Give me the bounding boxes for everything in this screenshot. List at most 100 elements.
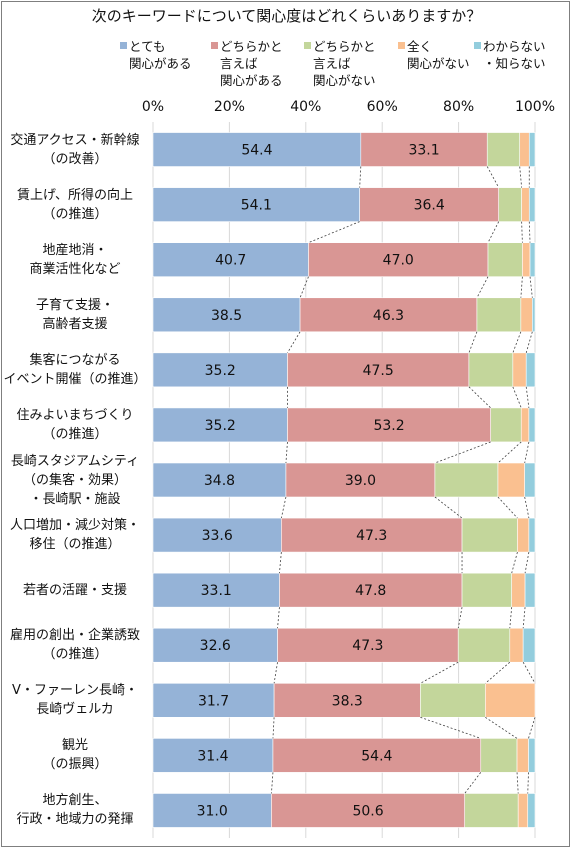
connector-line [524, 441, 530, 464]
x-tick-label: 80% [443, 99, 475, 115]
category-label: 雇用の創出・企業誘致 （の推進） [9, 628, 140, 663]
bar-value-label: 47.3 [352, 638, 383, 654]
bar-value-label: 33.1 [201, 583, 232, 599]
bar-segment [528, 132, 536, 167]
legend-swatch [304, 42, 311, 49]
bar-value-label: 47.0 [383, 253, 414, 269]
bar-segment [464, 793, 519, 828]
bar-segment [152, 352, 288, 388]
bar-value-label: 33.6 [202, 528, 233, 544]
connector-line [457, 607, 463, 629]
connector-line [528, 717, 536, 739]
connector-line [485, 716, 518, 739]
legend-label: どちらかと 言えば 関心がある [220, 39, 283, 88]
bar-segment [517, 517, 530, 553]
category-label: 地方創生、 行政・地域力の発揮 [16, 793, 134, 828]
legend-label: わからない ・知らない [483, 39, 546, 71]
connector-line [519, 166, 523, 188]
bar-segment [497, 462, 525, 498]
bar-segment [529, 242, 536, 277]
bar-segment [287, 407, 491, 443]
bar-segment [519, 132, 530, 167]
bar-value-label: 36.4 [414, 198, 445, 214]
legend-label: 全く 関心がない [407, 39, 470, 71]
bar-value-label: 31.4 [197, 748, 228, 764]
bar-segment [359, 187, 500, 222]
connector-line [520, 276, 523, 298]
connector-line [522, 607, 526, 629]
bar-segment [152, 627, 278, 663]
connector-line [524, 552, 530, 574]
connector-line [279, 552, 282, 574]
connector-line [516, 772, 519, 794]
connector-line [273, 662, 278, 684]
bar-value-label: 32.6 [200, 638, 231, 654]
bar-segment [299, 297, 478, 333]
bar-value-label: 54.4 [241, 143, 272, 159]
legend-swatch [398, 42, 405, 49]
category-label: 人口増加・減少対策・ 移住（の推進） [9, 518, 140, 553]
connector-line [280, 496, 287, 519]
bar-value-label: 35.2 [205, 418, 236, 434]
bar-segment [520, 407, 530, 443]
chart-title: 次のキーワードについて関心度はどれくらいありますか？ [91, 7, 482, 25]
bar-segment [271, 793, 466, 828]
bar-value-label: 31.7 [198, 693, 229, 709]
bar-segment [434, 462, 499, 498]
bar-segment [490, 407, 522, 443]
bar-segment [509, 627, 524, 663]
bar-segment [152, 793, 272, 828]
connector-line [434, 496, 463, 519]
x-tick-label: 100% [514, 99, 556, 115]
bar-segment [273, 683, 421, 718]
x-tick-label: 20% [213, 99, 245, 115]
connector-line [487, 221, 500, 243]
bar-segment [528, 407, 536, 443]
bar-segment [279, 572, 463, 608]
bar-value-label: 35.2 [205, 363, 236, 379]
connector-line [511, 551, 518, 574]
connector-line [476, 276, 489, 298]
bar-segment [152, 242, 309, 277]
category-label: 子育て支援・ 高齢者支援 [35, 297, 114, 332]
bar-segment [468, 352, 514, 388]
connector-line [277, 607, 280, 629]
legend-swatch [120, 42, 127, 49]
bar-segment [308, 242, 489, 277]
connector-line [359, 166, 362, 188]
connector-line [486, 166, 500, 188]
connector-line [468, 331, 478, 353]
bar-segment [521, 187, 530, 222]
bar-segment [277, 627, 459, 663]
bar-value-label: 53.2 [373, 418, 404, 434]
bar-segment [528, 738, 536, 773]
bar-segment [520, 297, 533, 333]
x-tick-label: 60% [366, 99, 398, 115]
category-label: 交通アクセス・新幹線 （の改善） [10, 132, 140, 167]
bar-segment [152, 683, 275, 718]
bar-segment [285, 462, 436, 498]
category-label: 地産地消・ 商業活性化など [29, 242, 121, 277]
connector-line [524, 496, 530, 519]
bar-segment [476, 297, 522, 333]
bar-segment [152, 297, 301, 333]
bar-segment [527, 793, 536, 828]
connector-line [308, 221, 360, 244]
x-tick-label: 40% [290, 99, 322, 115]
category-label: V・ファーレン長崎・ 長崎ヴェルカ [12, 683, 138, 718]
bar-segment [461, 517, 518, 553]
bar-value-label: 50.6 [352, 803, 383, 819]
bar-segment [528, 517, 536, 553]
bar-segment [287, 352, 470, 388]
connector-line [285, 441, 288, 464]
category-label: 集客につながる イベント開催（の推進） [3, 352, 147, 387]
bar-segment [522, 242, 531, 277]
category-label: 若者の活躍・支援 [22, 582, 127, 598]
bar-segment [272, 738, 482, 773]
category-label: 住みよいまちづくり （の推進） [16, 407, 134, 442]
connector-line [271, 772, 274, 794]
connector-line [420, 661, 459, 684]
bar-segment [152, 462, 287, 498]
bar-segment [486, 132, 521, 167]
